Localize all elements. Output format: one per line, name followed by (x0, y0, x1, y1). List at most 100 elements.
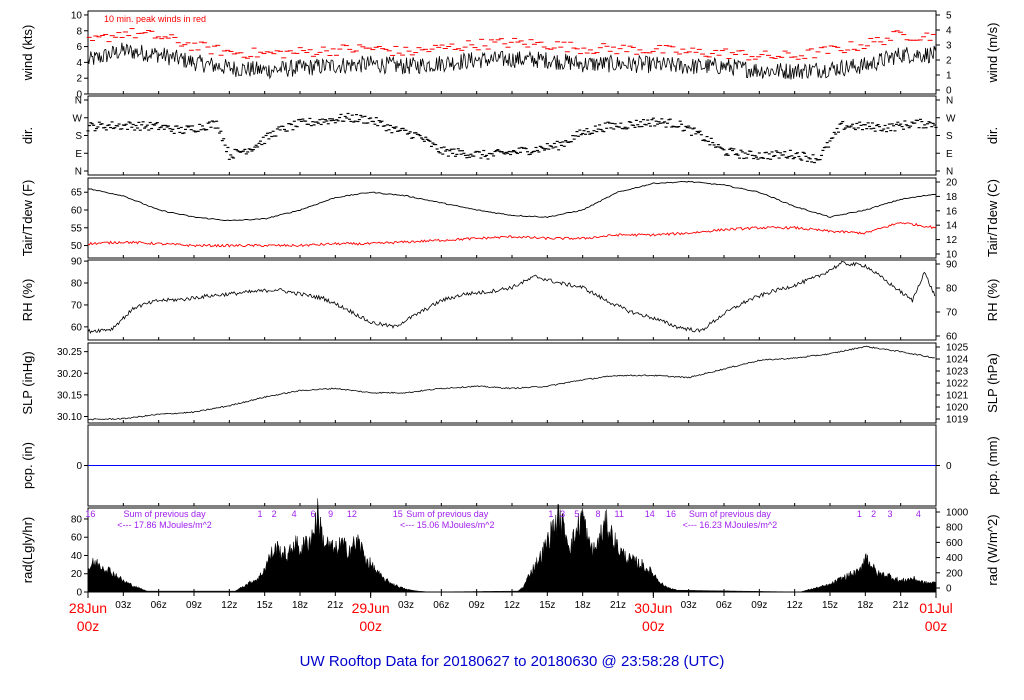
xtick-label-hour: 12z (221, 600, 237, 611)
ytick-label-left-dir: W (73, 113, 83, 124)
rad-hour-marker: 15 (393, 509, 403, 519)
rad-sum-title: Sum of previous day (689, 509, 772, 519)
rh-line (87, 260, 936, 334)
ytick-label-right-rad: 0 (946, 584, 952, 595)
ytick-label-left-temp: 60 (71, 206, 83, 217)
ytick-label-right-slp: 1024 (946, 355, 969, 366)
rad-hour-marker: 12 (347, 509, 357, 519)
ytick-label-left-wind: 4 (76, 58, 82, 69)
tair-line (88, 180, 937, 221)
xtick-label-hour: 03z (681, 600, 697, 611)
xtick-label-hour: 09z (751, 600, 767, 611)
rad-hour-marker: 3 (888, 509, 893, 519)
ytick-label-left-rh: 70 (71, 300, 83, 311)
xtick-label-hour: 06z (433, 600, 449, 611)
ytick-label-left-rh: 80 (71, 279, 83, 290)
panel-frame-temp (87, 177, 937, 259)
data-traces (86, 28, 938, 593)
ylabel-right-temp: Tair/Tdew (C) (985, 179, 1000, 257)
xtick-label-date-hour: 00z (359, 618, 382, 634)
rad-sum-value: <--- 15.06 MJoules/m^2 (400, 520, 495, 530)
ylabel-left-wind: wind (kts) (20, 25, 35, 82)
ytick-label-right-wind: 5 (946, 11, 952, 22)
rad-area (87, 498, 937, 593)
ytick-label-right-dir: N (946, 96, 953, 107)
ytick-label-right-dir: S (946, 131, 953, 142)
ytick-label-left-rh: 90 (71, 257, 83, 268)
ytick-label-left-wind: 0 (76, 90, 82, 101)
xtick-label-hour: 06z (151, 600, 167, 611)
ytick-label-right-wind: 4 (946, 26, 952, 37)
rad-hour-marker: 1 (857, 509, 862, 519)
xtick-label-hour: 15z (257, 600, 273, 611)
footer-title: UW Rooftop Data for 20180627 to 20180630… (300, 653, 725, 670)
xtick-label-date: 30Jun (634, 600, 672, 616)
ytick-label-left-temp: 65 (71, 188, 83, 199)
ytick-label-right-rad: 400 (946, 553, 963, 564)
wind-speed-line (87, 42, 937, 80)
rad-sum-value: <--- 16.23 MJoules/m^2 (683, 520, 778, 530)
ytick-label-left-rad: 80 (71, 514, 83, 525)
panel-frame-dir (87, 95, 937, 176)
panel-frame-rad (87, 507, 937, 593)
ytick-label-left-dir: S (75, 131, 82, 142)
rad-hour-marker: 5 (574, 509, 579, 519)
rad-hour-marker: 1 (548, 509, 553, 519)
ytick-label-left-rh: 60 (71, 322, 83, 333)
xtick-label-hour: 09z (186, 600, 202, 611)
ytick-label-left-rad: 40 (71, 551, 83, 562)
ytick-label-right-temp: 12 (946, 235, 958, 246)
xtick-label-date: 01Jul (919, 600, 952, 616)
ytick-label-left-dir: N (75, 96, 82, 107)
ytick-label-right-slp: 1025 (946, 343, 969, 354)
ytick-label-right-slp: 1021 (946, 391, 969, 402)
ytick-label-right-pcp: 0 (946, 461, 952, 472)
ytick-label-right-rh: 80 (946, 284, 958, 295)
rad-hour-marker: 14 (645, 509, 655, 519)
rad-hour-marker: 2 (871, 509, 876, 519)
ytick-label-right-wind: 0 (946, 86, 952, 97)
xtick-label-date-hour: 00z (925, 618, 948, 634)
rad-hour-marker: 16 (666, 509, 676, 519)
ytick-label-right-temp: 20 (946, 178, 958, 189)
ytick-label-right-dir: W (946, 113, 956, 124)
xtick-label-hour: 18z (292, 600, 308, 611)
ytick-label-left-slp: 30.10 (57, 412, 82, 423)
xtick-label-date-hour: 00z (77, 618, 100, 634)
ytick-label-right-temp: 14 (946, 221, 958, 232)
rad-hour-marker: 9 (328, 509, 333, 519)
ytick-label-left-slp: 30.15 (57, 390, 82, 401)
rad-sum-value: <--- 17.86 MJoules/m^2 (117, 520, 212, 530)
ytick-label-left-rad: 0 (76, 588, 82, 599)
ylabel-right-slp: SLP (hPa) (985, 353, 1000, 413)
xtick-label-hour: 18z (575, 600, 591, 611)
xtick-label-hour: 12z (787, 600, 803, 611)
ytick-label-right-slp: 1022 (946, 379, 969, 390)
xtick-label-hour: 09z (469, 600, 485, 611)
ylabel-left-dir: dir. (20, 127, 35, 144)
ytick-label-right-temp: 10 (946, 250, 958, 261)
ytick-label-left-wind: 2 (76, 74, 82, 85)
ylabel-left-temp: Tair/Tdew (F) (20, 180, 35, 257)
rad-sum-title: Sum of previous day (406, 509, 489, 519)
xtick-label-hour: 03z (398, 600, 414, 611)
ylabel-left-pcp: pcp. (in) (20, 442, 35, 489)
panel-frame-wind (87, 10, 937, 95)
ytick-label-right-rad: 200 (946, 568, 963, 579)
ytick-label-right-temp: 18 (946, 192, 958, 203)
rad-hour-marker: 4 (292, 509, 297, 519)
rad-hour-marker: 4 (916, 509, 921, 519)
rad-hour-marker: 16 (85, 509, 95, 519)
ytick-label-left-wind: 10 (71, 10, 83, 21)
ytick-label-left-dir: E (75, 149, 82, 160)
ylabel-right-rh: RH (%) (985, 279, 1000, 322)
ylabel-right-dir: dir. (985, 127, 1000, 144)
rad-hour-marker: 8 (595, 509, 600, 519)
ytick-label-right-rh: 90 (946, 260, 958, 271)
tdew-line (87, 221, 937, 248)
ytick-label-right-slp: 1023 (946, 367, 969, 378)
xtick-label-hour: 21z (893, 600, 909, 611)
xtick-label-hour: 03z (115, 600, 131, 611)
